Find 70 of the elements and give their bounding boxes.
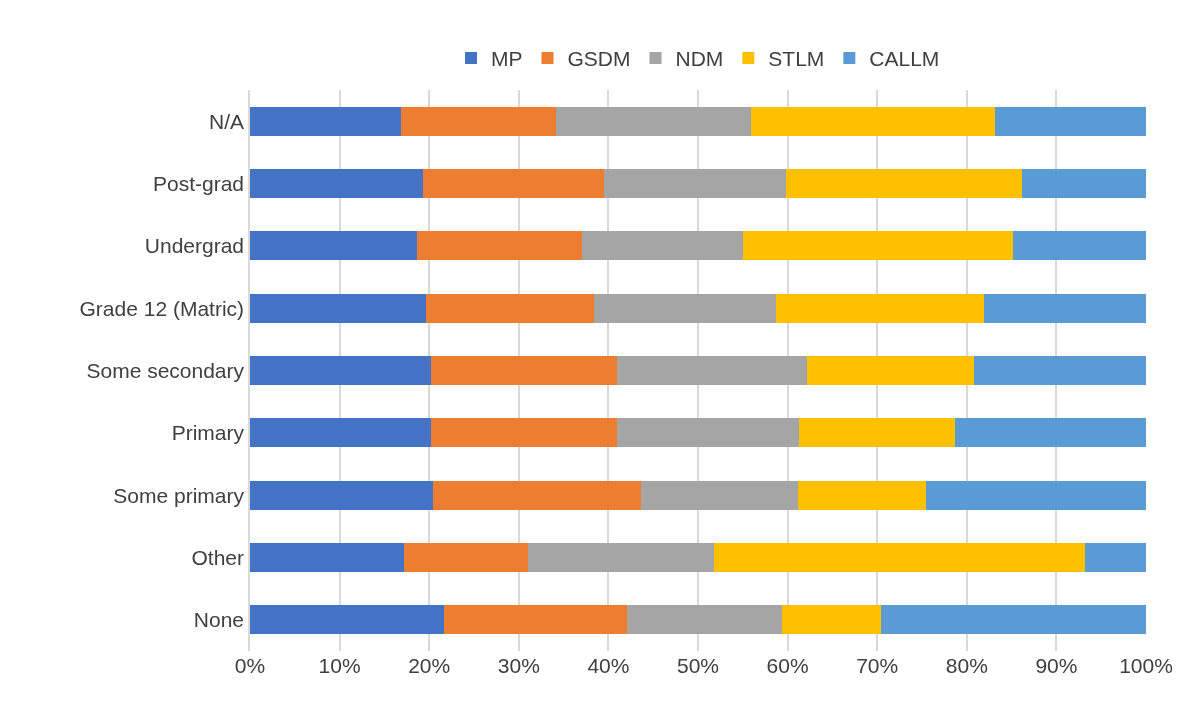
bar [983, 293, 1146, 323]
bar [807, 355, 974, 386]
y-tick-label: Post-grad [153, 171, 245, 195]
legend-label: MP [491, 47, 523, 71]
bar [250, 355, 431, 386]
bar [250, 168, 423, 199]
legend-label: GSDM [567, 47, 631, 71]
bar [603, 168, 786, 199]
bar [775, 293, 984, 323]
bar [250, 106, 402, 136]
bar [250, 418, 431, 448]
bar [1085, 542, 1146, 573]
bar [973, 355, 1146, 386]
legend-label: CALLM [869, 47, 940, 71]
x-tick-label: 70% [856, 654, 899, 677]
bar [1022, 168, 1146, 199]
x-tick-label: 80% [945, 654, 988, 677]
x-tick-label: 20% [408, 654, 451, 677]
bar [401, 106, 556, 136]
y-tick-label: None [193, 608, 245, 632]
y-tick-label: N/A [209, 109, 245, 133]
bar [714, 542, 1086, 573]
bar [782, 605, 881, 635]
x-tick-label: 10% [318, 654, 361, 677]
x-tick-label: 0% [234, 654, 266, 677]
bar [742, 231, 1013, 261]
y-tick-label: Grade 12 (Matric) [79, 296, 245, 320]
x-tick-label: 60% [766, 654, 809, 677]
legend-label: NDM [675, 47, 724, 71]
bar [627, 605, 783, 635]
bar [250, 231, 417, 261]
bar [430, 355, 618, 386]
bar [527, 542, 715, 573]
bar [422, 168, 604, 199]
y-tick-label: Some secondary [86, 358, 245, 382]
bar [443, 605, 628, 635]
bar [617, 418, 800, 448]
bar [880, 605, 1146, 635]
bar [416, 231, 582, 261]
bar [425, 293, 595, 323]
y-tick-label: Primary [171, 421, 245, 445]
bar [250, 293, 426, 323]
bar [250, 480, 433, 510]
bar [994, 106, 1146, 136]
bar [617, 355, 808, 386]
bar [926, 480, 1146, 510]
x-tick-label: 40% [587, 654, 630, 677]
bar [594, 293, 776, 323]
bar [404, 542, 528, 573]
bar [955, 418, 1146, 448]
bar [250, 542, 405, 573]
x-tick-label: 100% [1119, 654, 1173, 677]
bar [1012, 231, 1146, 261]
y-tick-label: Some primary [113, 483, 245, 507]
bar [785, 168, 1023, 199]
x-tick-label: 50% [676, 654, 720, 677]
bar [799, 418, 956, 448]
bar [798, 480, 927, 510]
bar [250, 605, 444, 635]
bar [432, 480, 641, 510]
x-tick-label: 30% [497, 654, 540, 677]
legend-label: STLM [768, 47, 825, 71]
bar [555, 106, 751, 136]
y-tick-label: Other [191, 545, 245, 569]
bar [640, 480, 799, 510]
bar [581, 231, 743, 261]
x-tick-label: 90% [1035, 654, 1078, 677]
bar [750, 106, 995, 136]
bar [430, 418, 618, 448]
y-tick-label: Undergrad [144, 234, 245, 258]
